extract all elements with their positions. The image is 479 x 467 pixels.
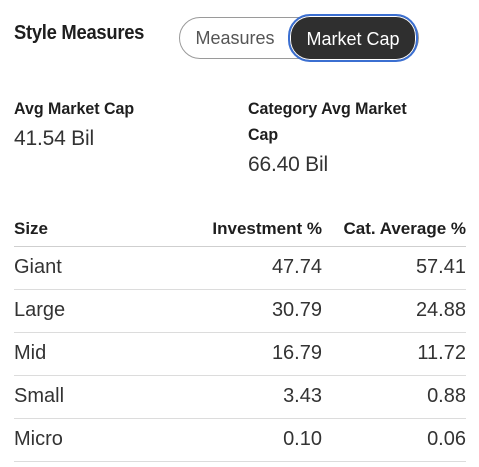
size-cell: Micro — [14, 418, 164, 462]
table-row: Small 3.43 0.88 — [14, 375, 466, 419]
table-row: Large 30.79 24.88 — [14, 289, 466, 333]
market-cap-summary: Avg Market Cap 41.54 Bil Category Avg Ma… — [14, 96, 474, 196]
cat-average-cell: 0.06 — [322, 418, 466, 462]
investment-column-header: Investment % — [164, 212, 322, 247]
category-avg-market-cap-label: Category Avg Market Cap — [248, 99, 407, 144]
cat-average-column-header: Cat. Average % — [322, 212, 466, 247]
size-cell: Small — [14, 375, 164, 419]
investment-cell: 0.10 — [164, 418, 322, 462]
table-row: Mid 16.79 11.72 — [14, 332, 466, 376]
size-cell: Large — [14, 289, 164, 333]
avg-market-cap-value: 41.54 Bil — [14, 127, 94, 150]
investment-cell: 47.74 — [164, 246, 322, 290]
table-row: Micro 0.10 0.06 — [14, 418, 466, 462]
table-row: Giant 47.74 57.41 — [14, 246, 466, 290]
market-cap-toggle-button[interactable]: Market Cap — [288, 14, 418, 62]
size-cell: Mid — [14, 332, 164, 376]
cat-average-cell: 11.72 — [322, 332, 466, 376]
size-column-header: Size — [14, 212, 164, 247]
category-avg-market-cap: Category Avg Market Cap 66.40 Bil — [248, 96, 448, 182]
view-toggle: Measures Market Cap — [179, 14, 419, 62]
size-cell: Giant — [14, 246, 164, 290]
avg-market-cap: Avg Market Cap 41.54 Bil — [14, 96, 214, 156]
panel-header: Style Measures Measures Market Cap — [14, 0, 474, 70]
avg-market-cap-label: Avg Market Cap — [14, 99, 135, 118]
panel-title: Style Measures — [14, 22, 145, 44]
cat-average-cell: 57.41 — [322, 246, 466, 290]
category-avg-market-cap-value: 66.40 Bil — [248, 153, 328, 176]
measures-toggle-button[interactable]: Measures — [195, 28, 275, 48]
investment-cell: 30.79 — [164, 289, 322, 333]
investment-cell: 3.43 — [164, 375, 322, 419]
cat-average-cell: 0.88 — [322, 375, 466, 419]
investment-cell: 16.79 — [164, 332, 322, 376]
cat-average-cell: 24.88 — [322, 289, 466, 333]
market-cap-size-table: Size Investment % Cat. Average % Giant 4… — [14, 212, 466, 462]
table-header-row: Size Investment % Cat. Average % — [14, 212, 466, 247]
